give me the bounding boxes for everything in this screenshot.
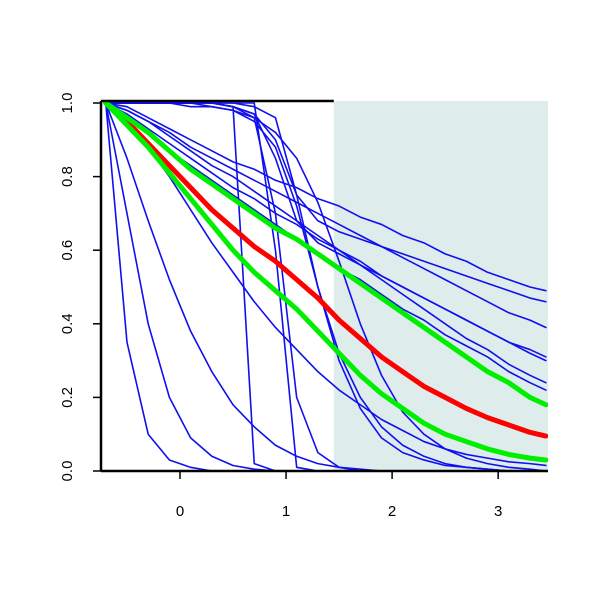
series-line — [104, 102, 547, 292]
series-line — [104, 102, 547, 471]
axis-layer: 0 1 2 3 0.0 0.2 0.4 0.6 0.8 1.0 — [59, 93, 548, 520]
series-line — [104, 102, 547, 384]
line-layer — [103, 101, 548, 471]
series-line — [104, 102, 547, 471]
x-tick-label: 3 — [494, 503, 502, 520]
series-line — [104, 102, 547, 467]
y-tick-label: 0.8 — [59, 166, 76, 187]
y-tick-label: 0.0 — [59, 461, 76, 482]
series-line — [104, 102, 547, 329]
y-tick-label: 0.4 — [59, 313, 76, 334]
series-line — [103, 101, 548, 463]
x-tick-label: 2 — [388, 503, 396, 520]
series-line — [103, 101, 548, 408]
y-tick-label: 0.6 — [59, 240, 76, 261]
series-line — [103, 101, 548, 439]
series-line — [104, 102, 547, 471]
x-tick-label: 0 — [176, 503, 184, 520]
y-tick-label: 0.2 — [59, 387, 76, 408]
series-line — [104, 102, 547, 471]
series-line — [104, 102, 547, 471]
y-tick-label: 1.0 — [59, 93, 76, 114]
x-tick-label: 1 — [282, 503, 290, 520]
